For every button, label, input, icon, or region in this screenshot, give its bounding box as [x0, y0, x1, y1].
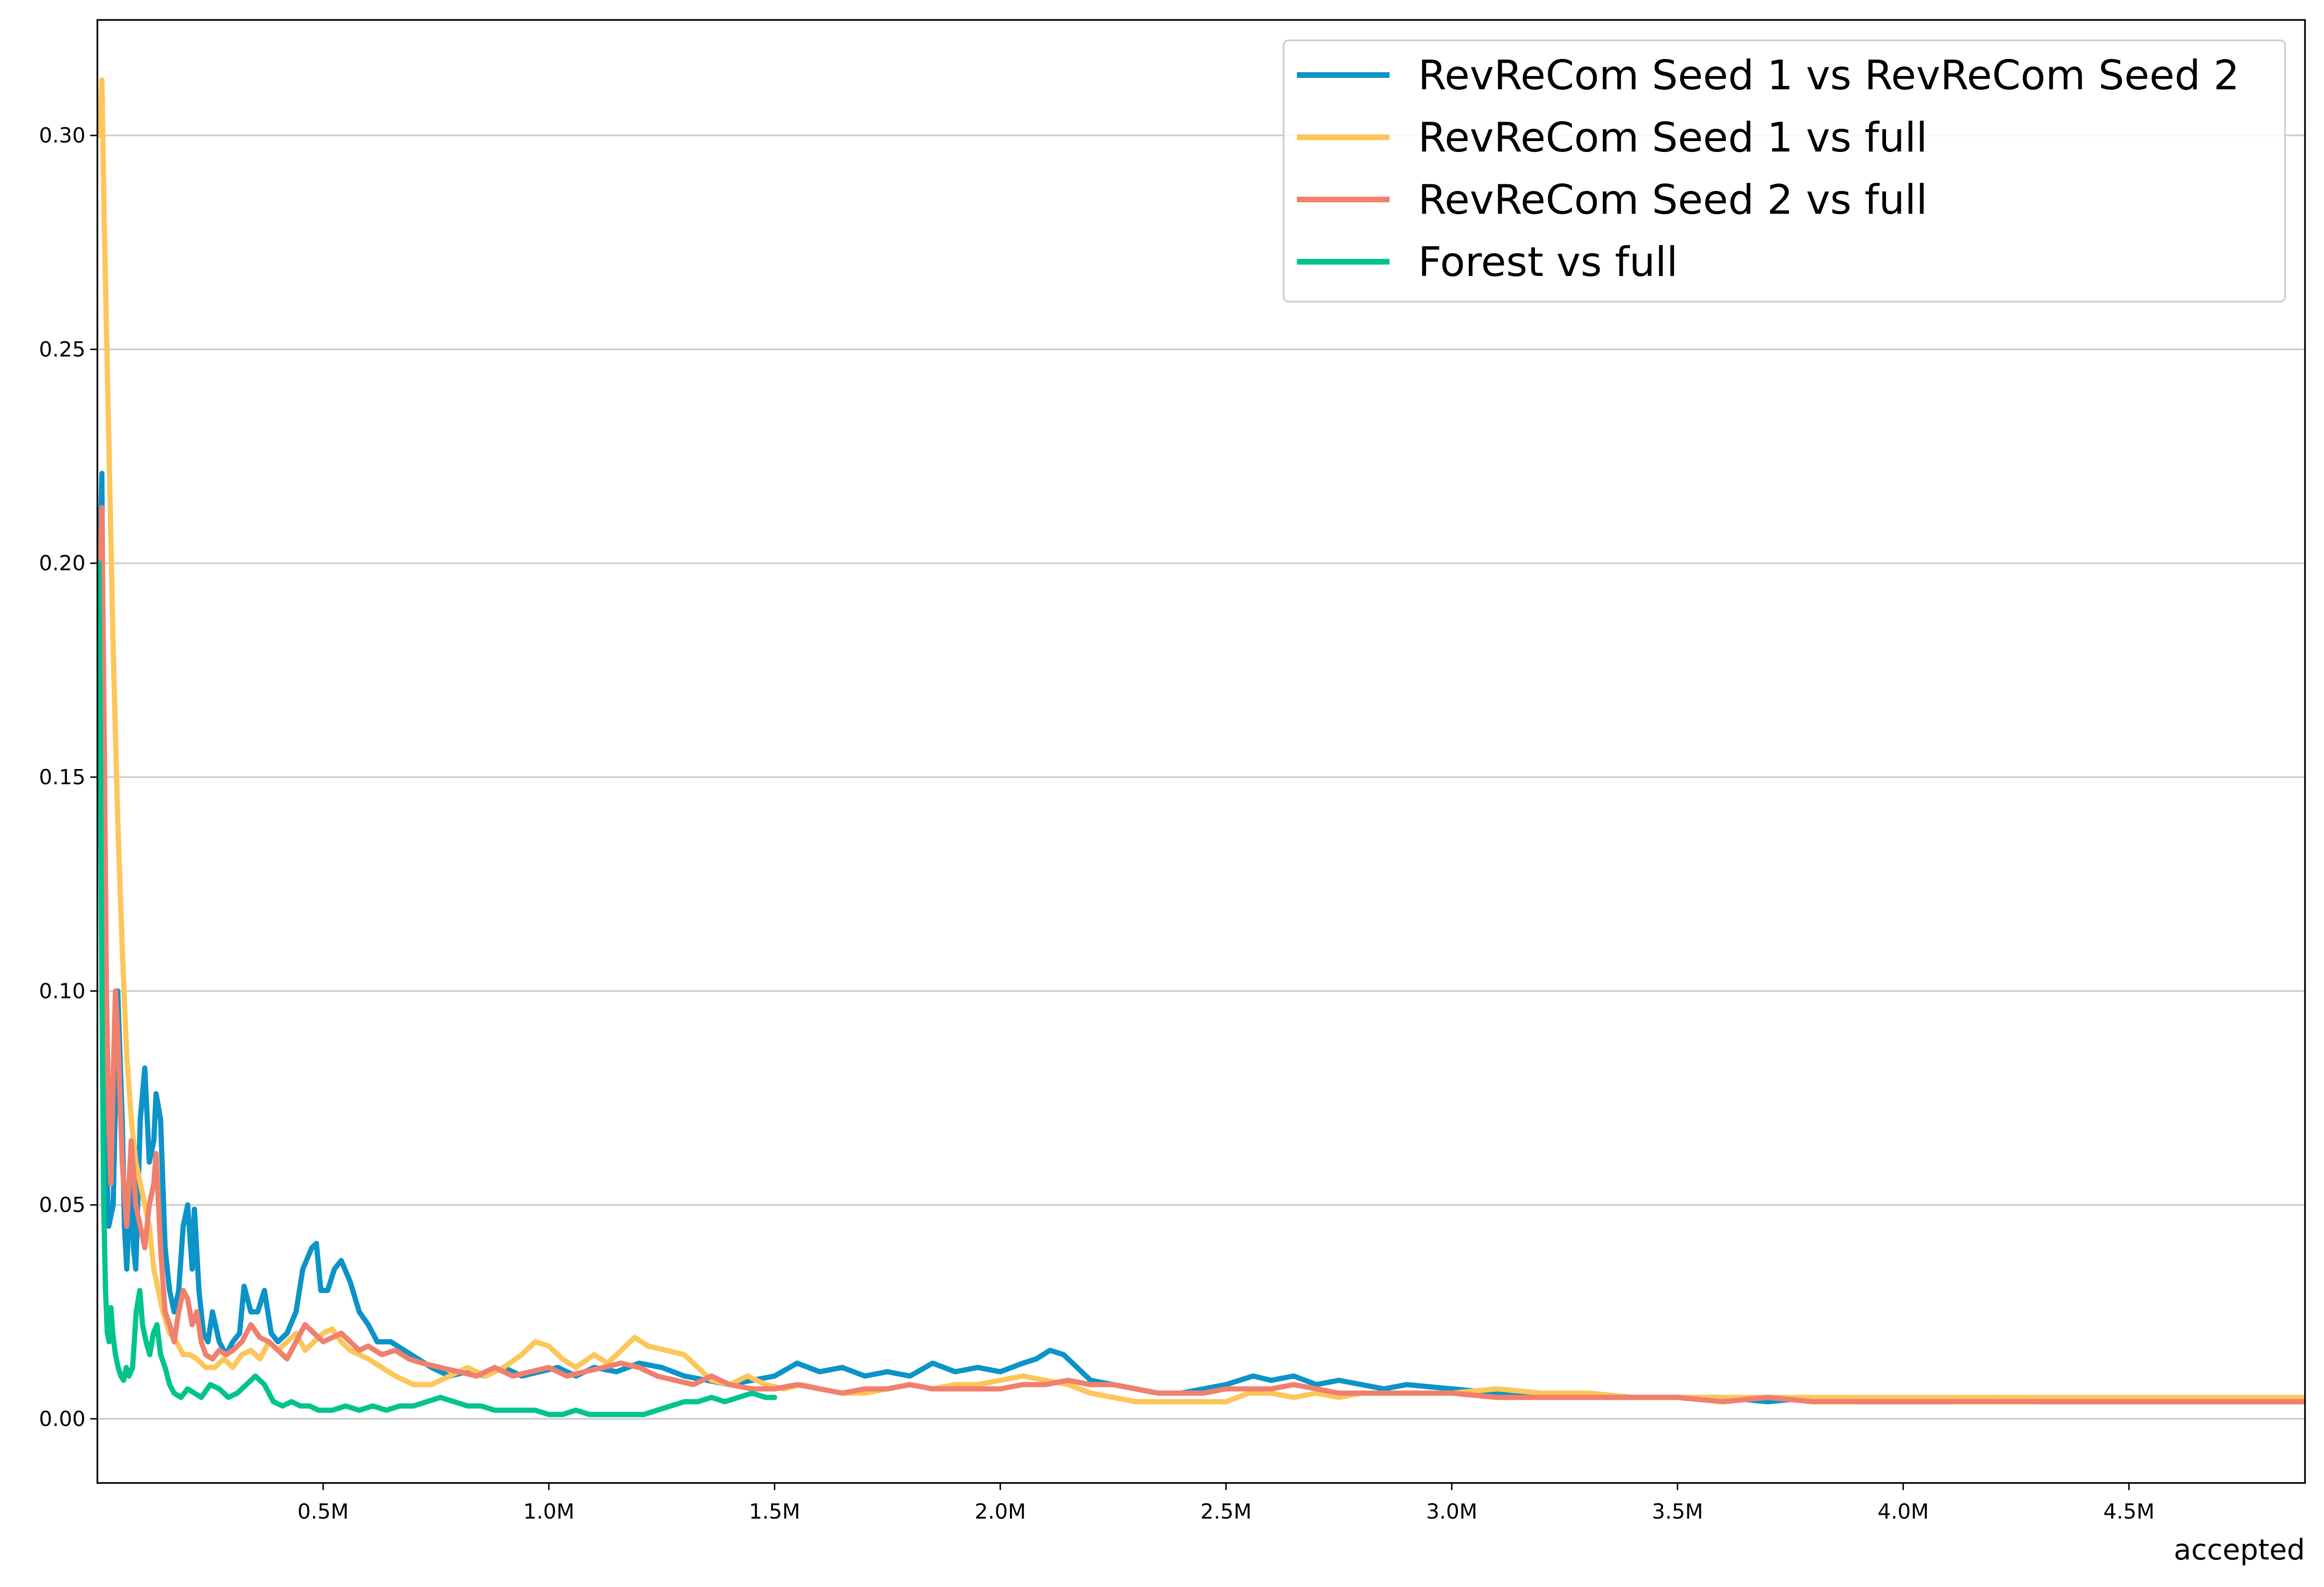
- legend-label-4: Forest vs full: [1418, 238, 1678, 286]
- x-tick-label: 3.0M: [1426, 1500, 1477, 1524]
- legend-label-1: RevReCom Seed 1 vs RevReCom Seed 2: [1418, 52, 2239, 99]
- series-line-4: [97, 561, 777, 1417]
- plot-frame: [96, 19, 2306, 1484]
- y-tick-label: 0.05: [39, 1193, 86, 1217]
- x-tick-label: 0.5M: [297, 1500, 349, 1524]
- series-line-3: [97, 505, 2305, 1405]
- y-tick-label: 0.25: [39, 337, 86, 361]
- y-tick-label: 0.10: [39, 979, 86, 1003]
- y-tick-label: 0.20: [39, 551, 86, 576]
- y-axis: 0.00 0.05 0.10 0.15 0.20 0.25 0.30: [39, 124, 97, 1431]
- x-tick-label: 2.0M: [975, 1500, 1026, 1524]
- legend-label-2: RevReCom Seed 1 vs full: [1418, 114, 1927, 162]
- legend: RevReCom Seed 1 vs RevReCom Seed 2 RevReC…: [1283, 39, 2286, 303]
- y-tick-label: 0.00: [39, 1407, 86, 1431]
- x-tick-label: 4.0M: [1877, 1500, 1929, 1524]
- x-tick-label: 4.5M: [2103, 1500, 2154, 1524]
- x-tick-label: 1.5M: [749, 1500, 800, 1524]
- x-axis-label: accepted: [2174, 1533, 2305, 1567]
- x-tick-label: 2.5M: [1200, 1500, 1252, 1524]
- x-tick-label: 1.0M: [523, 1500, 574, 1524]
- x-axis: 0.5M 1.0M 1.5M 2.0M 2.5M 3.0M 3.5M 4.0M 4.5M: [297, 1483, 2154, 1524]
- legend-box: [1283, 39, 2286, 303]
- y-tick-label: 0.30: [39, 124, 86, 148]
- x-tick-label: 3.5M: [1652, 1500, 1703, 1524]
- legend-label-3: RevReCom Seed 2 vs full: [1418, 176, 1927, 224]
- y-tick-label: 0.15: [39, 765, 86, 789]
- plot-lines: [97, 77, 2305, 1417]
